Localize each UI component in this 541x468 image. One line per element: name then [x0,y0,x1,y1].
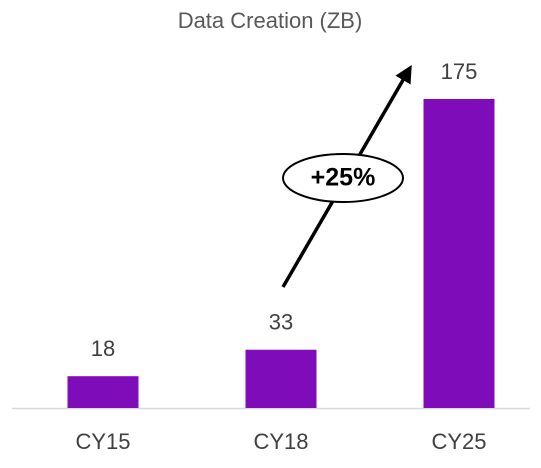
x-tick-label: CY25 [431,429,486,454]
annotation: +25% [311,164,376,192]
chart-title: Data Creation (ZB) [178,8,363,33]
annotation-bubble [282,153,404,203]
x-tick-label: CY18 [253,429,308,454]
bar [67,376,139,408]
x-tick-label: CY15 [75,429,130,454]
data-label: 33 [269,310,293,335]
bar [245,349,317,408]
data-label: 175 [441,59,478,84]
data-label: 18 [91,336,115,361]
bar [423,99,495,408]
